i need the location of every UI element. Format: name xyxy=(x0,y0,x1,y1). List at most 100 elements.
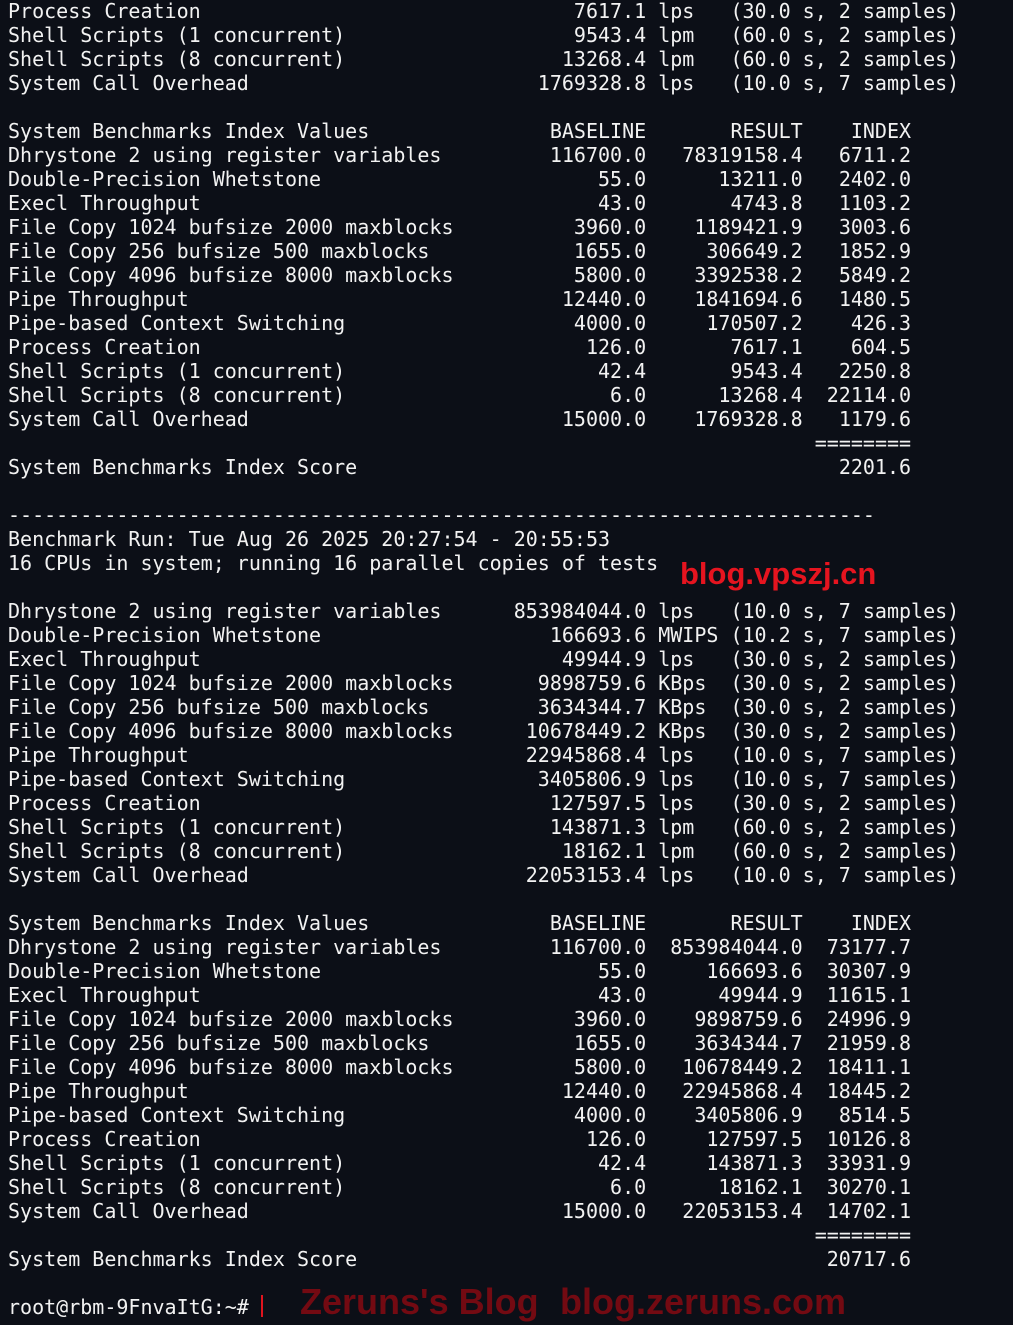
test-params: (30.0 s, 2 samples) xyxy=(730,695,960,719)
index-row: File Copy 1024 bufsize 2000 maxblocks 396… xyxy=(8,215,959,239)
test-value: 18162.1 xyxy=(561,839,647,863)
watermark-zeruns-url: blog.zeruns.com xyxy=(560,1281,847,1322)
terminal-output[interactable]: Process Creation 7617.1 lps (30.0 s, 2 samp… xyxy=(8,0,959,1319)
result-value: 143871.3 xyxy=(706,1151,803,1175)
index-row: Dhrystone 2 using register variables 1167… xyxy=(8,143,959,167)
index-header-label: INDEX xyxy=(850,911,912,935)
baseline-header: BASELINE xyxy=(549,911,647,935)
result-value: 1189421.9 xyxy=(694,215,803,239)
cpu-info: 16 CPUs in system; running 16 parallel c… xyxy=(8,551,959,575)
result-value: 170507.2 xyxy=(706,311,803,335)
test-params: (60.0 s, 2 samples) xyxy=(730,815,960,839)
test-name: Double-Precision Whetstone xyxy=(8,623,322,647)
test-value: 127597.5 xyxy=(549,791,647,815)
test-name: Pipe Throughput xyxy=(8,1079,189,1103)
index-row: Shell Scripts (1 concurrent) 42.4 9543.4 22… xyxy=(8,359,959,383)
test-params: (30.0 s, 2 samples) xyxy=(730,791,960,815)
baseline-header: BASELINE xyxy=(549,119,647,143)
test-params: (10.0 s, 7 samples) xyxy=(730,767,960,791)
result-row: File Copy 4096 bufsize 8000 maxblocks 106… xyxy=(8,719,959,743)
index-score: System Benchmarks Index Score 20717.6 xyxy=(8,1247,959,1271)
text-cursor xyxy=(260,1295,263,1317)
result-row: Shell Scripts (1 concurrent) 143871.3 lpm (… xyxy=(8,815,959,839)
result-value: 3405806.9 xyxy=(694,1103,803,1127)
baseline-value: 1655.0 xyxy=(573,1031,647,1055)
index-row: Pipe Throughput 12440.0 1841694.6 1480.5 xyxy=(8,287,959,311)
test-params: (30.0 s, 2 samples) xyxy=(730,647,960,671)
result-row: System Call Overhead 1769328.8 lps (10.0 s,… xyxy=(8,71,959,95)
test-name: Shell Scripts (8 concurrent) xyxy=(8,47,346,71)
index-row: Process Creation 126.0 127597.5 10126.8 xyxy=(8,1127,959,1151)
test-params: (10.0 s, 7 samples) xyxy=(730,71,960,95)
result-value: 13268.4 xyxy=(718,383,803,407)
test-unit: lpm xyxy=(658,815,695,839)
test-value: 9543.4 xyxy=(573,23,647,47)
prompt-line[interactable]: root@rbm-9FnvaItG:~# xyxy=(8,1295,959,1319)
test-name: Shell Scripts (8 concurrent) xyxy=(8,383,346,407)
index-header: System Benchmarks Index Values BASELINE RE… xyxy=(8,119,959,143)
index-row: Shell Scripts (1 concurrent) 42.4 143871.3… xyxy=(8,1151,959,1175)
index-value: 22114.0 xyxy=(826,383,912,407)
baseline-value: 4000.0 xyxy=(573,1103,647,1127)
test-unit: lps xyxy=(658,863,695,887)
blank-line xyxy=(8,479,959,503)
result-value: 22053153.4 xyxy=(682,1199,803,1223)
result-row: Dhrystone 2 using register variables 8539… xyxy=(8,599,959,623)
index-row: Execl Throughput 43.0 4743.8 1103.2 xyxy=(8,191,959,215)
index-header-label: INDEX xyxy=(850,119,912,143)
baseline-value: 6.0 xyxy=(610,1175,647,1199)
index-value: 1480.5 xyxy=(838,287,912,311)
index-row: Pipe-based Context Switching 4000.0 340580… xyxy=(8,1103,959,1127)
test-name: System Call Overhead xyxy=(8,71,249,95)
test-name: System Call Overhead xyxy=(8,407,249,431)
watermark-zeruns-title: Zeruns's Blog xyxy=(300,1281,539,1322)
shell-prompt: root@rbm-9FnvaItG:~# xyxy=(8,1295,249,1319)
index-header: System Benchmarks Index Values BASELINE RE… xyxy=(8,911,959,935)
test-name: System Call Overhead xyxy=(8,1199,249,1223)
index-value: 2402.0 xyxy=(838,167,912,191)
index-value: 1103.2 xyxy=(838,191,912,215)
test-value: 9898759.6 xyxy=(537,671,647,695)
test-name: Dhrystone 2 using register variables xyxy=(8,935,442,959)
test-name: File Copy 256 bufsize 500 maxblocks xyxy=(8,1031,430,1055)
test-params: (10.0 s, 7 samples) xyxy=(730,863,960,887)
index-row: Shell Scripts (8 concurrent) 6.0 18162.1 30… xyxy=(8,1175,959,1199)
test-params: (60.0 s, 2 samples) xyxy=(730,839,960,863)
test-name: Pipe-based Context Switching xyxy=(8,1103,346,1127)
test-unit: lps xyxy=(658,599,695,623)
test-name: Pipe Throughput xyxy=(8,743,189,767)
baseline-value: 4000.0 xyxy=(573,311,647,335)
separator: ======== xyxy=(814,1223,912,1247)
test-name: File Copy 256 bufsize 500 maxblocks xyxy=(8,695,430,719)
result-row: Process Creation 127597.5 lps (30.0 s, 2 sa… xyxy=(8,791,959,815)
index-row: File Copy 4096 bufsize 8000 maxblocks 580… xyxy=(8,1055,959,1079)
index-value: 604.5 xyxy=(850,335,912,359)
index-value: 5849.2 xyxy=(838,263,912,287)
test-value: 22945868.4 xyxy=(525,743,647,767)
result-value: 9898759.6 xyxy=(694,1007,803,1031)
baseline-value: 116700.0 xyxy=(549,143,647,167)
index-value: 1179.6 xyxy=(838,407,912,431)
blank-line xyxy=(8,95,959,119)
test-name: System Call Overhead xyxy=(8,863,249,887)
test-params: (10.2 s, 7 samples) xyxy=(730,623,960,647)
test-name: Shell Scripts (1 concurrent) xyxy=(8,359,346,383)
result-value: 10678449.2 xyxy=(682,1055,803,1079)
baseline-value: 1655.0 xyxy=(573,239,647,263)
baseline-value: 5800.0 xyxy=(573,263,647,287)
test-name: Execl Throughput xyxy=(8,647,201,671)
result-value: 7617.1 xyxy=(730,335,803,359)
baseline-value: 43.0 xyxy=(598,983,647,1007)
baseline-value: 55.0 xyxy=(598,167,647,191)
spacer xyxy=(490,431,647,455)
baseline-value: 15000.0 xyxy=(561,407,647,431)
result-row: System Call Overhead 22053153.4 lps (10.0 s… xyxy=(8,863,959,887)
test-name: File Copy 256 bufsize 500 maxblocks xyxy=(8,239,430,263)
index-title: System Benchmarks Index Values xyxy=(8,119,370,143)
test-unit: lpm xyxy=(658,47,695,71)
index-row: Shell Scripts (8 concurrent) 6.0 13268.4 22… xyxy=(8,383,959,407)
test-value: 166693.6 xyxy=(549,623,647,647)
result-value: 13211.0 xyxy=(718,167,803,191)
test-name: Double-Precision Whetstone xyxy=(8,959,322,983)
test-name: Pipe-based Context Switching xyxy=(8,311,346,335)
